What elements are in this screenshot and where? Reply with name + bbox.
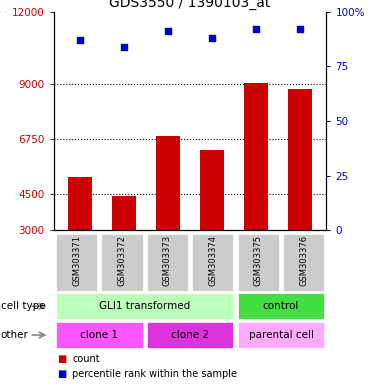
Point <box>253 26 259 32</box>
Bar <box>112 196 136 303</box>
Bar <box>238 233 279 291</box>
Text: count: count <box>72 354 100 364</box>
Text: parental cell: parental cell <box>249 330 313 340</box>
Bar <box>200 150 224 303</box>
Point <box>121 43 127 50</box>
Text: ■: ■ <box>58 354 67 364</box>
Title: GDS3550 / 1390103_at: GDS3550 / 1390103_at <box>109 0 271 10</box>
Text: GSM303374: GSM303374 <box>209 235 217 286</box>
Bar <box>238 293 324 319</box>
Text: clone 1: clone 1 <box>80 330 118 340</box>
Bar <box>147 233 188 291</box>
Point <box>77 37 83 43</box>
Bar <box>288 89 312 303</box>
Text: GLI1 transformed: GLI1 transformed <box>99 301 190 311</box>
Text: ■: ■ <box>58 369 67 379</box>
Point <box>297 26 303 32</box>
Bar <box>56 233 97 291</box>
Text: clone 2: clone 2 <box>171 330 209 340</box>
Bar <box>147 322 233 348</box>
Text: GSM303376: GSM303376 <box>299 235 308 286</box>
Text: GSM303373: GSM303373 <box>163 235 172 286</box>
Text: GSM303375: GSM303375 <box>254 235 263 286</box>
Text: percentile rank within the sample: percentile rank within the sample <box>72 369 237 379</box>
Bar <box>156 136 180 303</box>
Point <box>209 35 215 41</box>
Bar <box>244 83 268 303</box>
Text: GSM303372: GSM303372 <box>118 235 127 286</box>
Bar <box>101 233 142 291</box>
Bar <box>283 233 324 291</box>
Bar <box>68 177 92 303</box>
Bar <box>56 322 142 348</box>
Text: control: control <box>263 301 299 311</box>
Text: cell type: cell type <box>1 301 45 311</box>
Bar <box>56 293 233 319</box>
Text: GSM303371: GSM303371 <box>72 235 81 286</box>
Bar <box>192 233 233 291</box>
Bar <box>238 322 324 348</box>
Text: other: other <box>1 330 29 340</box>
Point <box>165 28 171 34</box>
